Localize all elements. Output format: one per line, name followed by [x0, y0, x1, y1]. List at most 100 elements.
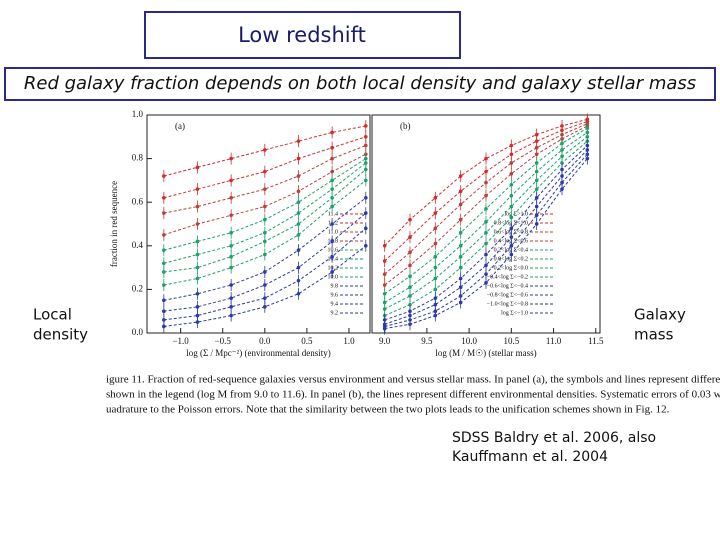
x-axis-label: log (Σ / Mpc⁻²) (environmental density) [186, 348, 330, 358]
data-point [162, 248, 166, 252]
data-point [195, 313, 200, 318]
data-point [263, 270, 267, 274]
data-point [162, 196, 166, 200]
data-point [330, 145, 334, 150]
data-point [458, 294, 463, 298]
data-point [296, 211, 301, 215]
data-point [263, 217, 267, 222]
data-point [330, 196, 334, 200]
x-tick-label: −1.0 [172, 336, 189, 346]
data-point [458, 300, 463, 305]
data-point [433, 241, 438, 246]
x-axis-label: log (M / M☉) (stellar mass) [435, 348, 536, 358]
data-point [330, 156, 334, 161]
data-point [484, 281, 488, 285]
data-point [509, 226, 514, 231]
data-point [330, 239, 334, 244]
data-point [408, 274, 412, 279]
data-point [330, 270, 334, 274]
data-point [382, 300, 387, 305]
data-point [363, 196, 368, 200]
data-point [382, 283, 387, 287]
data-point [433, 254, 438, 259]
data-point [509, 143, 514, 148]
data-point [363, 178, 368, 183]
data-point [509, 235, 514, 239]
left-label: density [33, 326, 88, 344]
data-point [433, 276, 438, 281]
data-point [162, 270, 166, 274]
x-tick-label: 0.0 [259, 336, 271, 346]
data-point [162, 324, 166, 329]
data-point [162, 261, 166, 266]
y-axis-label: fraction in red sequence [109, 181, 119, 267]
legend-label: 9.6 [331, 292, 339, 298]
data-point [162, 211, 166, 215]
data-point [433, 226, 438, 231]
series-line [384, 118, 588, 247]
data-point [484, 206, 488, 211]
data-point [560, 180, 564, 185]
data-point [229, 156, 233, 161]
data-point [484, 230, 488, 235]
data-point [296, 222, 301, 226]
legend-label: 11.4 [328, 211, 338, 217]
data-point [534, 132, 539, 137]
slide-title: Low redshift [238, 23, 366, 47]
legend-label: 0.0<log Σ<0.2 [494, 256, 528, 262]
data-point [296, 156, 301, 161]
data-point [560, 167, 564, 172]
data-point [162, 233, 166, 237]
data-point [433, 196, 438, 200]
caption: igure 11. Fraction of red-sequence galax… [106, 374, 720, 386]
data-point [296, 248, 301, 252]
data-point [363, 135, 368, 139]
data-point [263, 187, 267, 191]
y-tick-label: 0.4 [132, 240, 144, 250]
legend-label: 0.8<log Σ<1.0 [494, 220, 528, 226]
data-point [408, 285, 412, 290]
data-point [534, 204, 539, 209]
data-point [534, 161, 539, 165]
data-point [363, 226, 368, 231]
data-point [509, 215, 514, 220]
x-tick-label: 9.0 [379, 336, 391, 346]
data-point [534, 145, 539, 150]
panel-label: (b) [400, 121, 411, 131]
x-tick-label: 1.0 [343, 336, 355, 346]
y-tick-label: 1.0 [132, 109, 144, 119]
data-point [296, 291, 301, 296]
data-point [458, 254, 463, 259]
y-tick-label: 0.0 [132, 327, 144, 337]
series-line [384, 149, 588, 325]
data-point [229, 313, 233, 318]
data-point [296, 233, 301, 237]
data-point [296, 265, 301, 270]
data-point [382, 307, 387, 311]
data-point [484, 169, 488, 174]
data-point [330, 187, 334, 191]
data-point [263, 252, 267, 257]
right-label: mass [634, 326, 674, 344]
data-point [263, 169, 267, 174]
x-tick-label: 11.0 [546, 336, 562, 346]
data-point [195, 165, 200, 170]
data-point [162, 174, 166, 178]
data-point [162, 283, 166, 287]
data-point [534, 152, 539, 157]
legend-label: log Σ<−1.0 [501, 310, 528, 316]
y-tick-label: 0.6 [132, 196, 144, 206]
data-point [330, 222, 334, 226]
legend-label: 9.8 [331, 283, 339, 289]
data-point [330, 169, 334, 174]
data-point [509, 193, 514, 198]
data-point [408, 294, 412, 298]
slide-subtitle: Red galaxy fraction depends on both loca… [24, 73, 696, 94]
subtitle-box [4, 67, 716, 101]
data-point [408, 217, 412, 222]
data-point [229, 265, 233, 270]
data-point [433, 302, 438, 307]
data-point [263, 204, 267, 209]
data-point [162, 298, 166, 303]
data-point [229, 254, 233, 259]
